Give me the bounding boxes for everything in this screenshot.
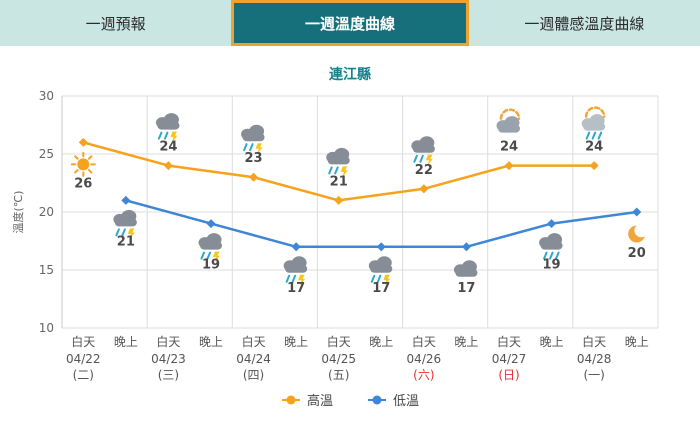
svg-text:20: 20 [39, 205, 54, 219]
svg-text:晚上: 晚上 [540, 335, 564, 349]
svg-text:白天: 白天 [497, 334, 521, 349]
svg-text:白天: 白天 [412, 334, 436, 349]
svg-text:(五): (五) [328, 368, 349, 382]
svg-text:(六): (六) [413, 368, 434, 382]
svg-text:(四): (四) [243, 368, 264, 382]
legend-item-low-temp: 低溫 [367, 390, 419, 409]
svg-text:白天: 白天 [156, 334, 180, 349]
svg-text:24: 24 [500, 140, 518, 155]
legend-label-low-temp: 低溫 [393, 394, 420, 409]
page-title: 連江縣 [329, 67, 371, 83]
svg-text:19: 19 [202, 258, 220, 273]
svg-text:25: 25 [39, 147, 54, 161]
legend-label-high-temp: 高溫 [306, 394, 333, 409]
chart-legend: 高溫 低溫 [0, 390, 700, 409]
weekly-weather-app: 一週預報 一週溫度曲線 一週體感溫度曲線 連江縣 10 15 20 25 30 溫度(℃)… [0, 0, 700, 409]
svg-text:04/23: 04/23 [151, 352, 186, 366]
svg-text:30: 30 [39, 89, 54, 103]
svg-text:晚上: 晚上 [199, 335, 223, 349]
svg-text:04/24: 04/24 [236, 352, 271, 366]
tab-week-apparent-temperature-curve[interactable]: 一週體感溫度曲線 [524, 14, 645, 33]
svg-text:17: 17 [287, 281, 305, 296]
svg-text:晚上: 晚上 [369, 335, 393, 349]
svg-text:04/28: 04/28 [577, 352, 612, 366]
tab-week-temperature-curve[interactable]: 一週溫度曲線 [231, 0, 469, 46]
tab-week-forecast[interactable]: 一週預報 [85, 14, 146, 33]
low-temp-legend-marker-icon [368, 395, 386, 404]
svg-text:19: 19 [543, 258, 561, 273]
svg-text:白天: 白天 [71, 334, 95, 349]
svg-text:22: 22 [415, 163, 433, 178]
svg-text:白天: 白天 [582, 334, 606, 349]
svg-text:白天: 白天 [242, 334, 266, 349]
svg-text:23: 23 [245, 151, 263, 166]
svg-text:26: 26 [74, 176, 92, 191]
svg-text:04/22: 04/22 [66, 352, 101, 366]
svg-text:24: 24 [585, 140, 603, 155]
svg-text:溫度(℃): 溫度(℃) [11, 191, 25, 234]
svg-text:白天: 白天 [327, 334, 351, 349]
svg-text:(二): (二) [73, 368, 94, 382]
svg-text:(三): (三) [158, 368, 179, 382]
svg-text:晚上: 晚上 [114, 335, 138, 349]
svg-text:04/27: 04/27 [492, 352, 527, 366]
high-temp-legend-marker-icon [281, 395, 300, 404]
svg-text:04/25: 04/25 [321, 352, 356, 366]
svg-text:21: 21 [330, 174, 348, 189]
svg-text:(一): (一) [583, 368, 604, 382]
svg-text:晚上: 晚上 [625, 335, 649, 349]
legend-item-high-temp: 高溫 [281, 390, 333, 409]
svg-text:20: 20 [628, 246, 646, 261]
svg-text:10: 10 [39, 321, 54, 335]
svg-text:17: 17 [372, 281, 390, 296]
tab-bar: 一週預報 一週溫度曲線 一週體感溫度曲線 [0, 0, 700, 46]
svg-text:15: 15 [39, 263, 54, 277]
svg-text:晚上: 晚上 [284, 335, 308, 349]
temperature-curve-chart: 10 15 20 25 30 溫度(℃) 白天 晚上 白天 晚上 白天 晚上 白天 晚上 白天 晚上 白天 晚上 白… [11, 89, 659, 382]
svg-text:04/26: 04/26 [407, 352, 442, 366]
svg-text:24: 24 [159, 140, 177, 155]
svg-text:晚上: 晚上 [454, 335, 478, 349]
svg-text:17: 17 [457, 281, 475, 296]
svg-text:(日): (日) [498, 368, 519, 382]
svg-text:21: 21 [117, 234, 135, 249]
